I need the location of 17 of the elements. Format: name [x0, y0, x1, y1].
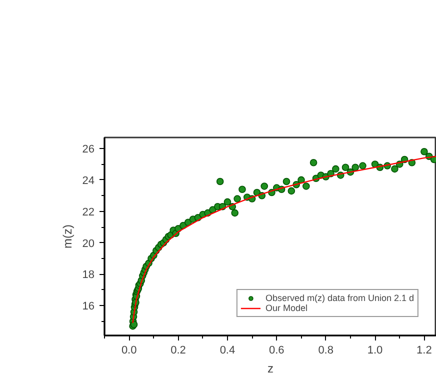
y-tick-label: 26: [82, 144, 95, 156]
legend-label: Our Model: [265, 303, 308, 313]
y-tick-label: 18: [82, 269, 95, 282]
y-axis-title: m(z): [60, 224, 74, 248]
x-tick-label: 0.4: [220, 344, 236, 356]
x-tick-label: 0.6: [269, 344, 284, 356]
x-tick-label: 1.2: [416, 344, 432, 356]
x-tick-label: 0.8: [318, 344, 334, 356]
x-tick-label: 1.0: [367, 344, 383, 356]
y-tick-label: 22: [82, 206, 95, 218]
y-tick-label: 24: [82, 174, 95, 187]
x-tick-label: 0.0: [121, 344, 137, 356]
y-tick-label: 16: [82, 300, 95, 313]
x-axis-title: z: [268, 362, 274, 376]
x-tick-label: 0.2: [170, 344, 186, 356]
y-tick-label: 20: [82, 238, 95, 250]
legend-label: Observed m(z) data from Union 2.1 d: [265, 293, 414, 303]
